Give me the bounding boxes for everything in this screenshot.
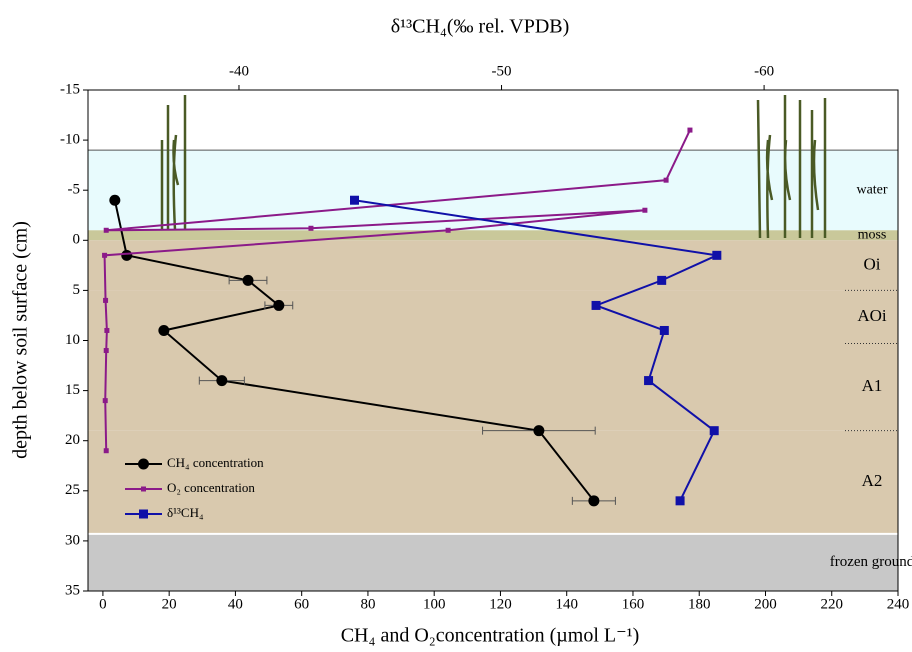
point xyxy=(349,195,359,205)
point xyxy=(102,398,108,404)
x2-tick-label: -50 xyxy=(492,63,512,79)
y-tick-label: 20 xyxy=(65,432,80,448)
point xyxy=(642,207,648,213)
y-tick-label: 35 xyxy=(65,582,80,598)
zone-label: water xyxy=(856,182,887,197)
zone-band xyxy=(88,430,898,534)
plants xyxy=(160,95,827,239)
y-tick-label: 25 xyxy=(65,482,80,498)
y-axis-title: depth below soil surface (cm) xyxy=(10,221,32,459)
zone-label: frozen ground xyxy=(830,554,912,570)
point xyxy=(242,274,254,286)
point xyxy=(216,375,228,387)
series-line xyxy=(354,199,721,502)
point xyxy=(121,249,133,261)
point xyxy=(102,252,108,258)
x-tick-label: 0 xyxy=(99,596,107,612)
x2-tick-label: -40 xyxy=(229,63,249,79)
point xyxy=(445,227,451,233)
point xyxy=(712,250,722,260)
zone-label: Oi xyxy=(864,254,881,273)
x-tick-label: 100 xyxy=(423,596,446,612)
y-tick-label: 5 xyxy=(73,282,81,298)
y-tick-label: -15 xyxy=(60,81,80,97)
plant xyxy=(160,95,187,231)
point xyxy=(657,275,667,285)
series-line xyxy=(113,200,595,502)
y-tick-label: -10 xyxy=(60,132,80,148)
x-tick-label: 60 xyxy=(294,596,309,612)
point xyxy=(687,127,693,133)
x-axis-title: CH₄ and O₂concentration (µmol L⁻¹) xyxy=(341,625,640,647)
zone-band xyxy=(88,343,898,431)
zone-band xyxy=(88,240,898,291)
zone-label: A1 xyxy=(862,376,883,395)
point xyxy=(533,425,545,437)
zone-band xyxy=(88,533,898,591)
legend-marker xyxy=(141,486,146,492)
zone-band xyxy=(88,150,898,231)
point xyxy=(103,227,109,233)
x2-tick-label: -60 xyxy=(754,63,774,79)
x-tick-label: 40 xyxy=(228,596,243,612)
x-tick-label: 80 xyxy=(360,596,375,612)
y-tick-label: 10 xyxy=(65,332,80,348)
legend-marker xyxy=(139,509,148,519)
point xyxy=(591,300,601,310)
legend-label: δ¹³CH₄ xyxy=(167,505,204,520)
point xyxy=(103,297,109,303)
plant xyxy=(756,95,827,239)
zone-label: moss xyxy=(858,228,887,243)
x-tick-label: 180 xyxy=(688,596,711,612)
series-line xyxy=(103,129,691,451)
zone-label: A2 xyxy=(862,471,883,490)
y-tick-label: 15 xyxy=(65,382,80,398)
point xyxy=(103,448,109,454)
point xyxy=(273,299,285,311)
y-tick-label: 30 xyxy=(65,532,80,548)
point xyxy=(663,177,669,183)
legend-label: O₂ concentration xyxy=(167,480,255,495)
x-tick-label: 220 xyxy=(820,596,843,612)
zone-label: AOi xyxy=(857,306,887,325)
x-tick-label: 120 xyxy=(489,596,512,612)
point xyxy=(659,325,669,335)
x-tick-label: 200 xyxy=(754,596,777,612)
point xyxy=(588,495,600,507)
plot xyxy=(102,127,722,507)
point xyxy=(109,194,121,206)
zone-band xyxy=(88,290,898,344)
top-axis-title: δ¹³CH₄(‰ rel. VPDB) xyxy=(391,16,570,38)
point xyxy=(644,376,654,386)
legend-label: CH₄ concentration xyxy=(167,455,264,470)
zones: water moss Oi AOi A1 A2 frozen ground xyxy=(88,149,912,591)
x-tick-label: 140 xyxy=(555,596,578,612)
x-tick-label: 160 xyxy=(622,596,645,612)
point xyxy=(104,327,110,333)
point xyxy=(709,426,719,436)
zone-band xyxy=(88,230,898,241)
legend-marker xyxy=(138,458,149,470)
point xyxy=(158,324,170,336)
y-tick-label: -5 xyxy=(68,182,81,198)
point xyxy=(308,225,314,231)
y-tick-label: 0 xyxy=(73,232,81,248)
x-tick-label: 240 xyxy=(887,596,910,612)
point xyxy=(103,348,109,354)
x-tick-label: 20 xyxy=(162,596,177,612)
point xyxy=(675,496,685,506)
